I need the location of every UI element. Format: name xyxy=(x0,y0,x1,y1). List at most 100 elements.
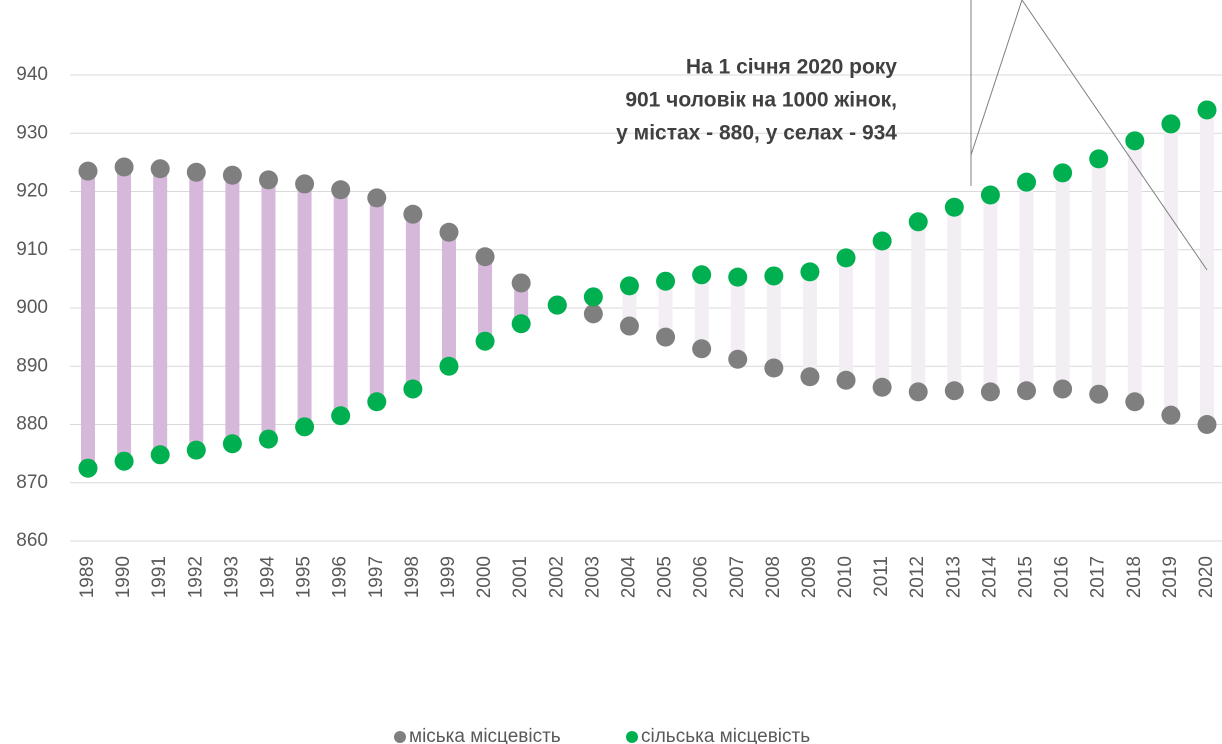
callout-line xyxy=(970,0,1208,271)
dot xyxy=(908,212,928,232)
range-bar xyxy=(333,189,348,416)
x-tick-label: 2011 xyxy=(871,556,892,597)
x-tick-label: 2015 xyxy=(1016,556,1037,598)
dot xyxy=(1161,405,1181,425)
x-tick-label: 2004 xyxy=(618,556,639,599)
plot-area xyxy=(70,74,1222,542)
x-tick-label: 2008 xyxy=(763,556,784,598)
x-tick-label: 1995 xyxy=(294,556,315,598)
x-tick-label: 1994 xyxy=(257,556,278,599)
dot xyxy=(222,165,242,185)
dot xyxy=(980,382,1000,402)
annotation: На 1 січня 2020 року xyxy=(686,56,897,79)
range-bar xyxy=(261,179,276,440)
dot xyxy=(692,339,712,359)
dot xyxy=(439,356,459,376)
x-tick-label: 2000 xyxy=(474,556,495,598)
dot xyxy=(583,304,603,324)
range-bar xyxy=(983,194,998,392)
dot xyxy=(1161,114,1181,134)
dot xyxy=(944,381,964,401)
dot xyxy=(1197,415,1217,434)
range-bar xyxy=(622,285,637,327)
x-tick-label: 2012 xyxy=(907,556,928,598)
range-bar xyxy=(153,168,168,455)
dot xyxy=(1017,172,1037,192)
range-bar xyxy=(802,271,817,377)
range-bar xyxy=(911,221,926,392)
dot xyxy=(78,161,98,181)
y-tick-label: 940 xyxy=(16,64,48,85)
dot xyxy=(295,174,315,194)
range-bar xyxy=(947,207,962,391)
dot xyxy=(475,331,495,351)
range-bar xyxy=(441,232,456,367)
range-bar xyxy=(1091,158,1106,395)
range-bar xyxy=(369,197,384,402)
dot xyxy=(1089,384,1109,404)
dot xyxy=(1125,131,1145,151)
dot xyxy=(836,370,856,390)
x-tick-label: 2006 xyxy=(691,556,712,598)
range-bar xyxy=(839,257,854,381)
range-bar xyxy=(405,214,420,389)
range-bar xyxy=(478,256,493,342)
x-tick-label: 2018 xyxy=(1124,556,1145,598)
dot xyxy=(728,349,748,369)
y-tick-label: 860 xyxy=(16,530,48,551)
legend-label: сільська місцевість xyxy=(641,726,810,744)
y-tick-label: 910 xyxy=(16,239,48,260)
dot xyxy=(980,185,1000,205)
dot xyxy=(1053,163,1073,183)
range-bar xyxy=(1200,109,1214,425)
dot xyxy=(1089,149,1109,169)
dot xyxy=(222,434,242,454)
dot xyxy=(836,248,856,268)
range-bar xyxy=(189,172,204,451)
dot xyxy=(1017,381,1037,401)
x-tick-label: 2010 xyxy=(835,556,856,598)
dot xyxy=(728,267,748,287)
x-tick-label: 2017 xyxy=(1088,556,1109,598)
annotation: 901 чоловік на 1000 жінок, xyxy=(625,89,897,112)
x-tick-label: 2002 xyxy=(546,556,567,598)
x-tick-label: 1999 xyxy=(438,556,459,598)
dot xyxy=(331,180,351,200)
dot xyxy=(800,367,820,387)
y-tick-label: 890 xyxy=(16,355,48,376)
dot xyxy=(367,392,387,412)
dot xyxy=(511,314,531,334)
y-tick-label: 870 xyxy=(16,472,48,493)
dot xyxy=(619,316,639,336)
dot xyxy=(583,287,603,307)
y-tick-label: 880 xyxy=(16,414,48,435)
x-tick-label: 2014 xyxy=(979,556,1000,599)
range-bar xyxy=(1019,182,1034,391)
dot xyxy=(511,273,531,293)
x-tick-label: 1993 xyxy=(221,556,242,598)
x-tick-label: 1990 xyxy=(113,556,134,598)
dot xyxy=(150,159,170,179)
dot xyxy=(872,231,892,251)
dot xyxy=(150,445,170,465)
dot xyxy=(331,406,351,426)
dot xyxy=(656,327,676,347)
dot xyxy=(944,197,964,217)
range-bar xyxy=(1127,140,1142,402)
dot xyxy=(1197,100,1217,120)
x-tick-label: 2009 xyxy=(799,556,820,598)
range-bar xyxy=(766,275,781,368)
range-bar xyxy=(117,167,132,462)
dot xyxy=(1053,379,1073,399)
dot xyxy=(764,358,784,378)
x-tick-label: 2013 xyxy=(943,556,964,598)
range-bar xyxy=(1163,123,1178,416)
y-tick-label: 930 xyxy=(16,122,48,143)
dot xyxy=(475,247,495,267)
dot xyxy=(114,451,134,471)
x-tick-label: 1996 xyxy=(330,556,351,598)
dot xyxy=(295,417,315,437)
x-tick-label: 2001 xyxy=(510,556,531,598)
dot xyxy=(403,204,423,224)
